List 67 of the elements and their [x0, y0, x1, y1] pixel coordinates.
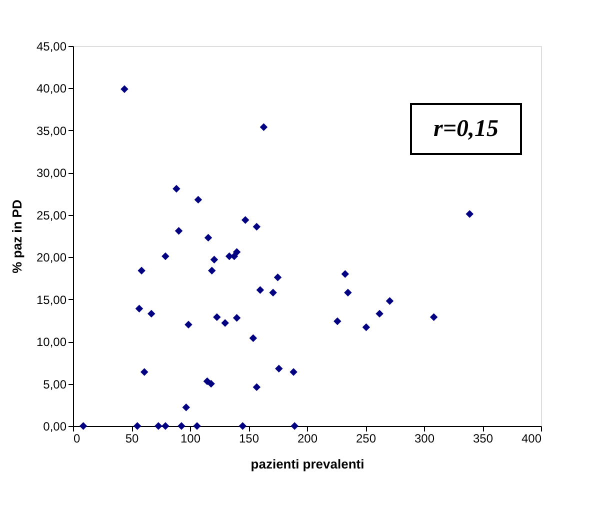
point [194, 196, 202, 204]
y-tick-label: 45,00 [36, 40, 67, 54]
point [133, 422, 142, 430]
point [162, 422, 170, 430]
y-tick-label: 10,00 [36, 335, 67, 350]
y-tick-label: 0,00 [43, 420, 67, 434]
x-tick-label: 50 [125, 432, 139, 446]
point [154, 422, 162, 430]
point [386, 297, 394, 305]
point [241, 216, 250, 224]
y-tick-label: 15,00 [36, 292, 67, 307]
point [341, 270, 350, 278]
point [162, 252, 170, 260]
point [466, 210, 474, 218]
point [140, 368, 148, 376]
point [120, 85, 128, 93]
x-tick-label: 0 [74, 432, 80, 446]
point [135, 304, 144, 312]
y-tick-label: 35,00 [36, 124, 67, 138]
x-tick-label: 350 [472, 432, 494, 446]
point [269, 288, 277, 296]
x-tick-label: 250 [356, 432, 376, 446]
x-tick-label: 200 [297, 432, 318, 446]
point [290, 422, 298, 430]
point [207, 380, 215, 388]
point [362, 323, 370, 332]
point [172, 184, 180, 193]
y-tick-label: 30,00 [36, 166, 67, 180]
point [249, 334, 258, 342]
point [260, 123, 268, 131]
x-tick-label: 150 [238, 432, 260, 446]
point [184, 320, 192, 329]
point [274, 274, 282, 282]
point [208, 266, 216, 274]
point [182, 404, 190, 412]
point [252, 383, 261, 392]
x-tick-label: 400 [521, 432, 542, 446]
point [232, 248, 241, 256]
point [430, 313, 438, 321]
point [79, 422, 88, 430]
y-axis-title: % paz in PD [9, 200, 24, 274]
point [238, 422, 247, 430]
point [344, 288, 352, 296]
point [290, 368, 298, 376]
y-tick-label: 40,00 [36, 82, 67, 96]
point [148, 310, 156, 318]
x-axis-title: pazienti prevalenti [250, 456, 364, 472]
x-tick-label: 300 [414, 432, 435, 446]
point [252, 222, 261, 231]
annotation: r=0,15 [433, 116, 499, 142]
point [210, 256, 218, 264]
point [213, 313, 221, 321]
y-tick-label: 25,00 [36, 208, 67, 222]
point [232, 314, 241, 322]
point [256, 286, 264, 294]
point [275, 364, 283, 372]
point [334, 317, 342, 326]
point [221, 319, 229, 327]
y-tick-label: 5,00 [43, 377, 67, 392]
point [178, 422, 186, 430]
x-tick-label: 100 [180, 432, 201, 446]
point [138, 266, 146, 274]
point [174, 227, 183, 235]
point [193, 422, 201, 430]
point [204, 234, 212, 242]
y-tick-label: 20,00 [36, 250, 67, 265]
point [376, 310, 384, 318]
